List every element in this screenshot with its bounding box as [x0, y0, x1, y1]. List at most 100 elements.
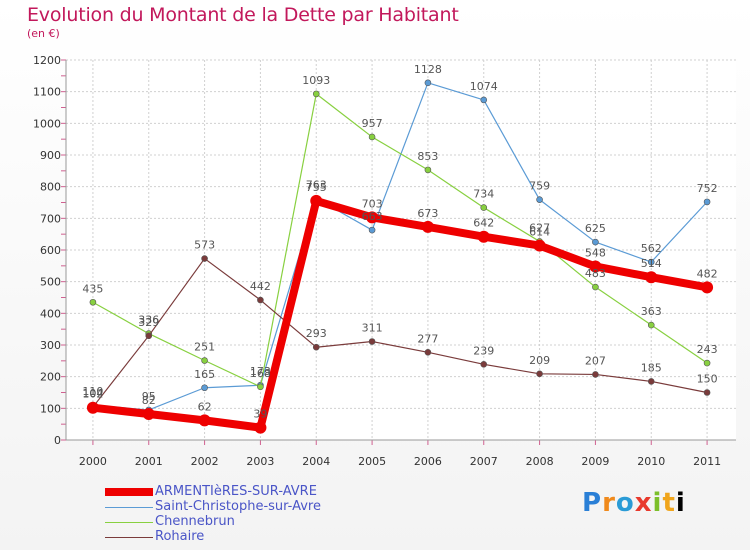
- legend-label: Saint-Christophe-sur-Avre: [155, 499, 321, 514]
- data-point: [533, 239, 546, 252]
- data-point: [89, 298, 97, 306]
- y-tick-label: 0: [54, 434, 61, 447]
- data-label: 329: [138, 316, 159, 329]
- y-tick-label: 700: [40, 212, 61, 225]
- data-point: [257, 383, 264, 391]
- data-label: 293: [306, 327, 327, 340]
- y-tick-label: 1100: [33, 86, 61, 99]
- logo-letter: i: [675, 488, 686, 518]
- data-point: [201, 357, 208, 364]
- x-tick-label: 2007: [470, 455, 498, 468]
- data-point: [480, 96, 488, 104]
- proxiti-logo: Proxiti: [582, 488, 686, 518]
- data-label: 614: [529, 226, 550, 239]
- x-tick-label: 2000: [79, 455, 107, 468]
- data-label: 482: [697, 267, 718, 280]
- data-label: 209: [529, 354, 550, 367]
- y-tick-label: 200: [40, 371, 61, 384]
- legend-swatch: [105, 537, 153, 538]
- logo-letter: t: [662, 488, 676, 518]
- series-line: [88, 196, 712, 432]
- series-line: [92, 257, 708, 408]
- data-point: [477, 230, 490, 243]
- data-label: 336: [138, 314, 159, 327]
- data-point: [368, 338, 376, 345]
- y-tick-label: 400: [40, 307, 61, 320]
- series-line: [92, 93, 708, 388]
- data-label: 1128: [414, 63, 442, 76]
- data-label: 251: [194, 341, 215, 354]
- data-label: 759: [529, 180, 550, 193]
- logo-letter: x: [634, 488, 653, 518]
- logo-letter: o: [615, 488, 635, 518]
- y-tick-label: 800: [40, 181, 61, 194]
- data-point: [257, 296, 264, 304]
- legend-swatch: [105, 522, 153, 523]
- y-tick-label: 1200: [33, 54, 61, 67]
- data-label: 173: [250, 365, 271, 378]
- data-label: 734: [473, 188, 494, 201]
- legend-label: ARMENTIèRES-SUR-AVRE: [155, 484, 317, 499]
- data-label: 483: [585, 267, 606, 280]
- data-point: [201, 255, 208, 262]
- data-label: 755: [306, 181, 327, 194]
- y-tick-label: 1000: [33, 117, 61, 130]
- data-label: 435: [82, 282, 103, 295]
- data-label: 514: [641, 257, 662, 270]
- data-point: [592, 283, 599, 291]
- data-label: 110: [82, 385, 103, 398]
- data-label: 168: [250, 367, 271, 380]
- x-tick-label: 2008: [526, 455, 554, 468]
- data-label: 752: [697, 182, 718, 195]
- x-tick-label: 2011: [693, 455, 721, 468]
- series-line: [92, 82, 708, 411]
- data-label: 82: [142, 394, 156, 407]
- legend-label: Rohaire: [155, 529, 205, 544]
- y-tick-label: 100: [40, 402, 61, 415]
- data-label: 104: [82, 387, 103, 400]
- legend-swatch: [105, 507, 153, 508]
- data-point: [703, 389, 711, 396]
- y-tick-label: 300: [40, 339, 61, 352]
- y-tick-label: 500: [40, 276, 61, 289]
- data-point: [254, 421, 267, 434]
- data-label: 95: [142, 390, 156, 403]
- chart-subtitle: (en €): [27, 27, 60, 40]
- data-point: [424, 348, 432, 356]
- data-label: 957: [362, 117, 383, 130]
- data-point: [480, 204, 488, 211]
- data-point: [142, 408, 155, 421]
- data-label: 150: [697, 373, 718, 386]
- data-point: [424, 166, 432, 174]
- data-point: [592, 238, 599, 246]
- data-label: 548: [585, 246, 606, 259]
- data-label: 663: [362, 210, 383, 223]
- logo-letter: r: [602, 488, 616, 518]
- logo-letter: i: [652, 488, 663, 518]
- data-label: 311: [362, 322, 383, 335]
- data-point: [536, 370, 543, 378]
- data-label: 573: [194, 239, 215, 252]
- x-tick-label: 2003: [246, 455, 274, 468]
- data-label: 1074: [470, 80, 498, 93]
- data-label: 442: [250, 280, 271, 293]
- y-tick-label: 600: [40, 244, 61, 257]
- data-point: [703, 359, 711, 367]
- data-label: 625: [585, 222, 606, 235]
- x-tick-label: 2004: [302, 455, 330, 468]
- y-tick-label: 900: [40, 149, 61, 162]
- data-point: [366, 211, 379, 224]
- x-tick-label: 2009: [581, 455, 609, 468]
- data-point: [536, 196, 543, 203]
- data-point: [647, 378, 655, 385]
- legend-swatch: [105, 488, 153, 496]
- data-point: [647, 258, 655, 266]
- logo-letter: P: [582, 488, 603, 518]
- data-label: 243: [697, 343, 718, 356]
- x-tick-label: 2006: [414, 455, 442, 468]
- data-label: 277: [417, 332, 438, 345]
- data-point: [312, 343, 320, 351]
- data-label: 627: [529, 221, 550, 234]
- data-label: 165: [194, 368, 215, 381]
- line-chart: 0 100 200 300 400 500 600 700 800 900 1000 1100 1200…: [33, 54, 736, 468]
